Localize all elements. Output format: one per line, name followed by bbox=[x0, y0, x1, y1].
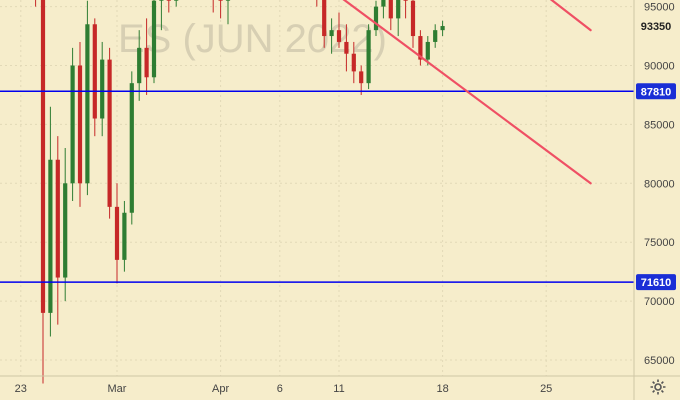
candle-body bbox=[403, 0, 408, 1]
candle-body bbox=[396, 0, 401, 19]
candle-body bbox=[151, 0, 157, 78]
level-label: 87810 bbox=[641, 86, 672, 98]
level-label-bg bbox=[636, 83, 676, 100]
x-tick-label: 18 bbox=[436, 383, 448, 395]
candle-body bbox=[381, 0, 386, 7]
candle-body bbox=[114, 206, 120, 260]
gear-icon bbox=[650, 379, 666, 395]
candle-body bbox=[373, 6, 379, 31]
candle-body bbox=[351, 53, 356, 72]
x-tick-label: 11 bbox=[333, 383, 344, 395]
y-tick-label: 65000 bbox=[644, 355, 675, 367]
y-tick-label: 95000 bbox=[644, 2, 675, 14]
candle-body bbox=[425, 41, 430, 60]
candle-body bbox=[322, 0, 327, 37]
candle-body bbox=[225, 0, 231, 1]
y-tick-label: 75000 bbox=[644, 237, 675, 249]
settings-button[interactable] bbox=[646, 376, 670, 398]
candle-body bbox=[63, 183, 68, 278]
candle-body bbox=[359, 71, 364, 84]
candle-body bbox=[129, 83, 134, 213]
candle-body bbox=[344, 41, 349, 54]
level-label: 71610 bbox=[641, 277, 672, 289]
candle-body bbox=[433, 30, 438, 42]
candle-body bbox=[166, 0, 171, 1]
x-tick-label: 6 bbox=[277, 383, 283, 395]
candle-body bbox=[107, 59, 112, 207]
trend-line-channel-lower bbox=[342, 0, 592, 185]
chart-watermark-title: ES (JUN 2022) bbox=[118, 17, 387, 61]
candle-body bbox=[218, 0, 223, 1]
candle-body bbox=[366, 30, 371, 84]
x-tick-label: 23 bbox=[15, 383, 27, 395]
current-price-label: 93350 bbox=[641, 21, 672, 33]
candle-body bbox=[440, 26, 445, 31]
candle-body bbox=[92, 24, 97, 119]
x-tick-label: Apr bbox=[212, 383, 229, 395]
candle-body bbox=[329, 30, 334, 37]
candle-body bbox=[388, 0, 393, 19]
candle-body bbox=[48, 159, 53, 313]
candle-body bbox=[100, 59, 105, 119]
candle-body bbox=[137, 47, 142, 84]
candle-body bbox=[418, 36, 423, 60]
candle-body bbox=[122, 212, 127, 260]
candle-body bbox=[410, 0, 416, 37]
y-tick-label: 90000 bbox=[644, 61, 675, 73]
x-tick-label: Mar bbox=[108, 383, 127, 395]
candle-body bbox=[144, 47, 149, 78]
candle-body bbox=[174, 0, 179, 1]
candle-body bbox=[336, 30, 342, 42]
y-tick-label: 80000 bbox=[644, 178, 675, 190]
level-label-bg bbox=[636, 274, 676, 291]
y-tick-label: 85000 bbox=[644, 119, 675, 131]
current-price-label-bg bbox=[636, 18, 676, 35]
y-tick-label: 70000 bbox=[644, 296, 675, 308]
candle-body bbox=[55, 159, 60, 278]
candle-body bbox=[40, 0, 46, 313]
candle-body bbox=[70, 65, 75, 184]
candle-body bbox=[85, 24, 90, 184]
candle-body bbox=[77, 65, 83, 184]
candle-body bbox=[159, 0, 164, 1]
x-tick-label: 25 bbox=[540, 383, 552, 395]
